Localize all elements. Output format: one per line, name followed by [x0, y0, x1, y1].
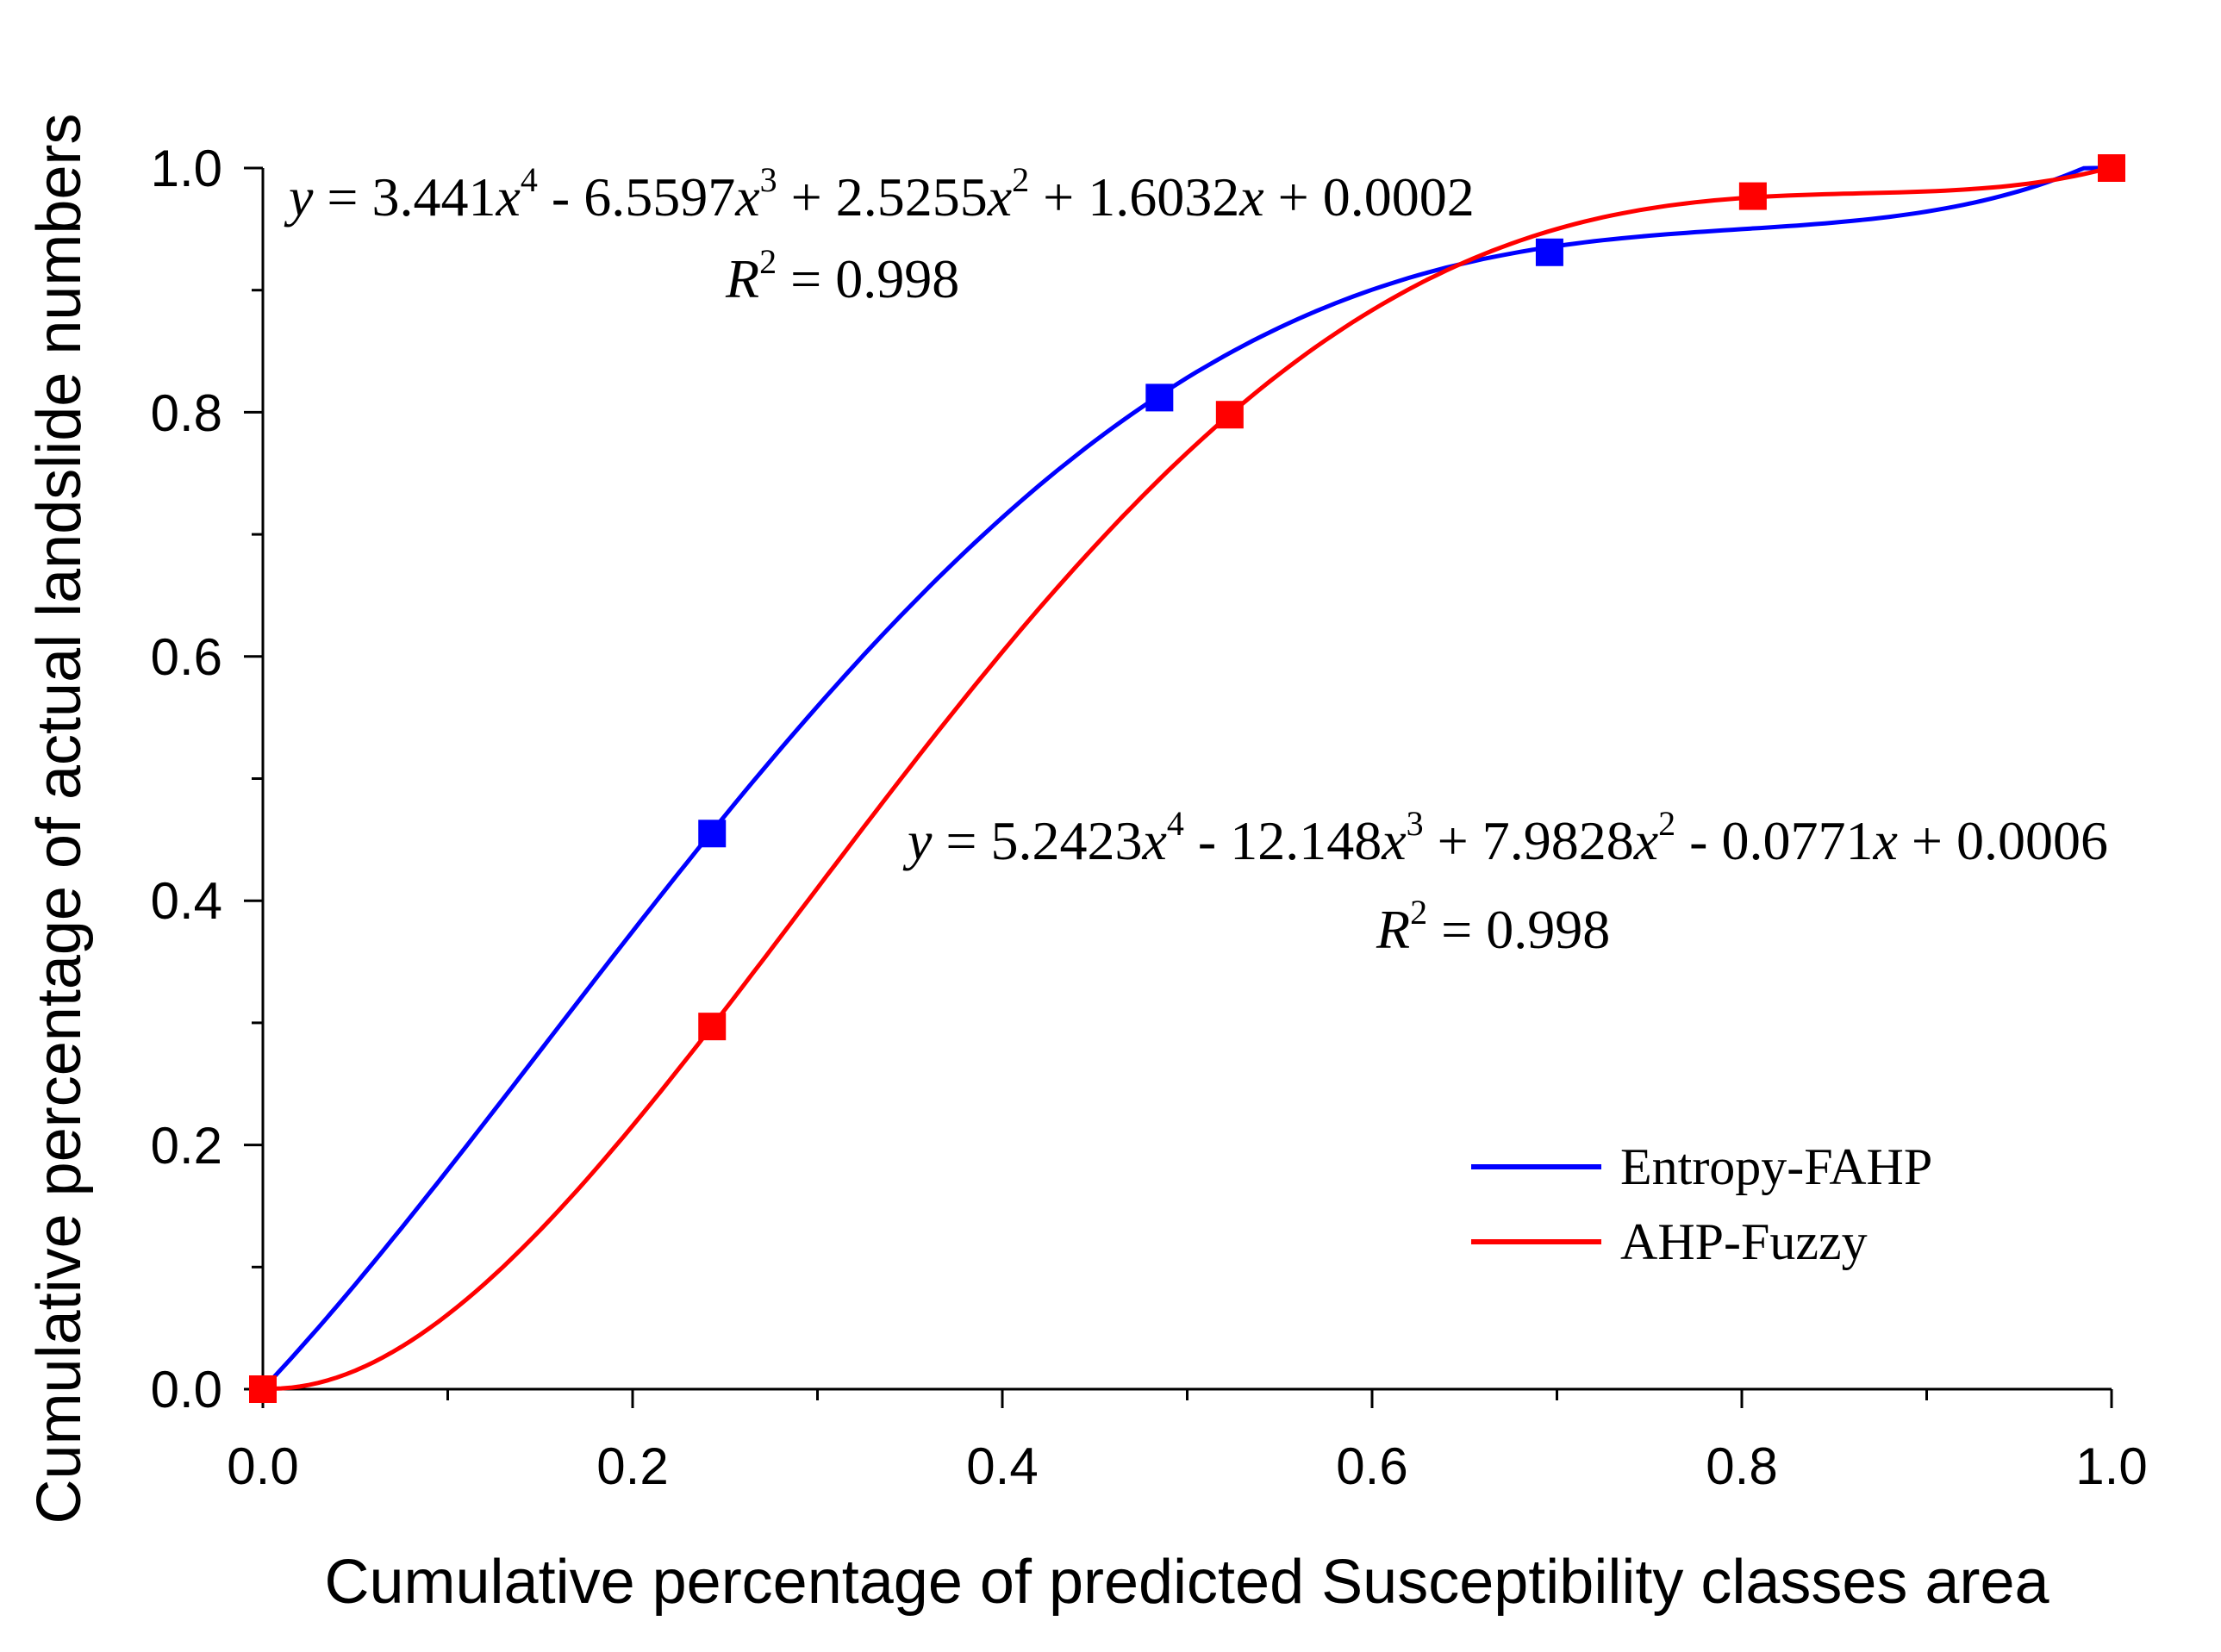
legend-label-entropy-fahp: Entropy-FAHP — [1620, 1138, 1932, 1195]
legend: Entropy-FAHP AHP-Fuzzy — [1471, 1138, 1932, 1270]
equation-ahp-fuzzy: y = 5.2423x4 - 12.148x3 + 7.9828x2 - 0.0… — [902, 804, 2108, 871]
series-line-entropy-fahp — [261, 165, 2112, 1391]
markers — [249, 154, 2125, 1403]
x-tick-labels: 0.0 0.2 0.4 0.6 0.8 1.0 — [227, 1437, 2147, 1495]
x-tick-label: 0.4 — [966, 1437, 1038, 1495]
data-point-entropy-fahp — [1535, 238, 1563, 266]
r-squared-ahp-fuzzy: R2 = 0.998 — [1376, 893, 1610, 960]
x-axis-title: Cumulative percentage of predicted Susce… — [324, 1548, 2049, 1617]
x-tick-label: 0.2 — [596, 1437, 668, 1495]
y-tick-label: 0.2 — [151, 1117, 222, 1175]
equation-entropy-fahp: y = 3.441x4 - 6.5597x3 + 2.5255x2 + 1.60… — [284, 160, 1475, 228]
y-tick-label: 0.6 — [151, 628, 222, 686]
x-tick-label: 0.0 — [227, 1437, 298, 1495]
legend-label-ahp-fuzzy: AHP-Fuzzy — [1620, 1213, 1868, 1270]
y-tick-label: 0.4 — [151, 872, 222, 930]
ticks — [244, 166, 2113, 1408]
data-point-entropy-fahp — [1145, 383, 1174, 412]
curves — [261, 165, 2112, 1391]
y-tick-label: 1.0 — [151, 140, 222, 197]
y-tick-labels: 0.0 0.2 0.4 0.6 0.8 1.0 — [151, 140, 222, 1418]
data-point-ahp-fuzzy — [698, 1013, 727, 1041]
y-axis-title: Cumulative percentage of actual landslid… — [25, 114, 94, 1524]
r-squared-entropy-fahp: R2 = 0.998 — [725, 242, 959, 309]
series-line-ahp-fuzzy — [262, 165, 2112, 1391]
x-tick-label: 0.8 — [1706, 1437, 1777, 1495]
data-point-ahp-fuzzy — [2098, 154, 2125, 182]
x-tick-label: 0.6 — [1336, 1437, 1407, 1495]
x-tick-label: 1.0 — [2075, 1437, 2147, 1495]
data-point-ahp-fuzzy — [249, 1375, 277, 1403]
y-tick-label: 0.0 — [151, 1361, 222, 1418]
y-tick-label: 0.8 — [151, 384, 222, 442]
data-point-entropy-fahp — [698, 820, 727, 848]
data-point-ahp-fuzzy — [1215, 401, 1244, 429]
data-point-ahp-fuzzy — [1738, 182, 1767, 210]
